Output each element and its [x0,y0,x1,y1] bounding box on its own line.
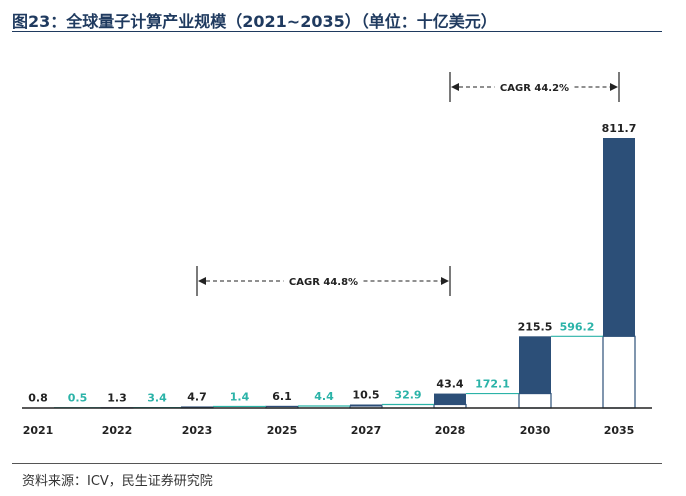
bars-layer [22,138,636,409]
cagr-label: CAGR 44.8% [289,277,358,288]
value-label-2028: 43.4 [436,378,463,391]
bar-growth-2028 [434,393,466,405]
cagr-annotations: CAGR 44.8% CAGR 44.2% [196,72,620,296]
x-tick-2022: 2022 [102,424,133,437]
value-label-2027: 10.5 [352,389,379,402]
increment-label: 4.4 [314,390,334,403]
x-tick-2028: 2028 [435,424,466,437]
bar-growth-2035 [603,138,635,337]
increment-label: 172.1 [475,378,510,391]
bar-growth-2030 [519,336,551,394]
increment-label: 1.4 [230,390,250,403]
bar-base-2030 [518,392,552,409]
x-tick-2027: 2027 [351,424,382,437]
bar-base-2035 [602,335,636,409]
x-tick-2025: 2025 [267,424,298,437]
value-label-2025: 6.1 [272,390,292,403]
value-label-2023: 4.7 [187,390,207,403]
value-label-2022: 1.3 [107,392,127,405]
x-tick-2023: 2023 [182,424,213,437]
bar-growth-2027 [350,404,382,406]
increment-label: 596.2 [560,320,595,333]
increment-label: 0.5 [68,392,88,405]
value-label-2035: 811.7 [602,122,637,135]
cagr-annotation: CAGR 44.2% [449,72,620,102]
source-note: 资料来源：ICV，民生证券研究院 [22,474,213,489]
title-divider [12,31,662,32]
value-label-2030: 215.5 [518,320,553,333]
x-tick-2030: 2030 [520,424,551,437]
value-labels-layer: 0.8 1.3 4.7 6.1 10.5 43.4 215.5 811.7 0.5 3.4 1.4 4… [28,122,636,405]
increment-label: 32.9 [394,389,421,402]
cagr-annotation: CAGR 44.8% [196,266,451,296]
value-label-2021: 0.8 [28,392,48,405]
bar-growth-2023 [181,406,213,408]
x-tick-2021: 2021 [23,424,54,437]
cagr-label: CAGR 44.2% [500,83,569,94]
increment-label: 3.4 [147,392,167,405]
x-axis: 2021 2022 2023 2025 2027 2028 2030 2035 [22,407,652,437]
x-tick-2035: 2035 [604,424,635,437]
chart-title: 图23：全球量子计算产业规模（2021~2035）（单位：十亿美元） [12,12,497,31]
footer-divider [12,463,662,464]
